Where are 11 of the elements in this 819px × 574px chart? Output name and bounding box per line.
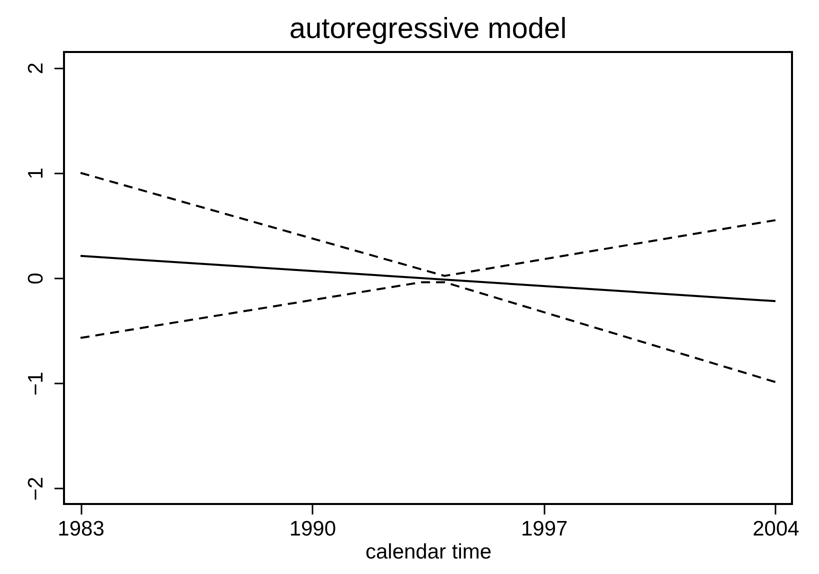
y-tick-label: −2: [24, 476, 48, 501]
x-tick-label: 1990: [289, 518, 336, 540]
y-tick-label: 2: [24, 62, 48, 74]
x-axis-title: calendar time: [365, 540, 492, 564]
x-tick-label: 1983: [58, 518, 104, 540]
x-tick-label: 1997: [520, 518, 568, 540]
y-tick-label: 0: [24, 272, 48, 284]
x-tick-label: 2004: [752, 518, 800, 540]
chart-title: autoregressive model: [289, 13, 567, 45]
y-tick-label: −1: [24, 372, 48, 396]
y-tick-label: 1: [24, 168, 48, 180]
